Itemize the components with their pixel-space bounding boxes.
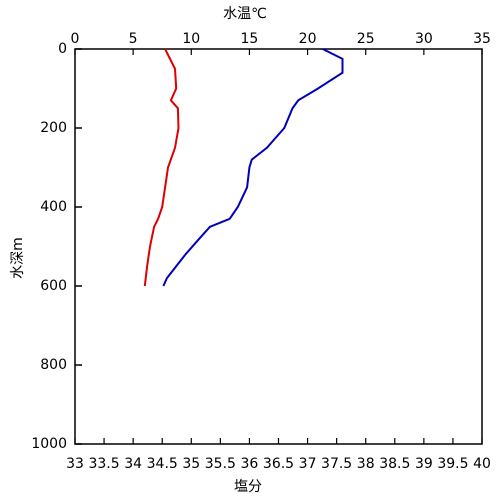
x-tick-label: 38.5 bbox=[379, 456, 410, 472]
x-tick-label: 33 bbox=[66, 456, 84, 472]
x2-tick-label: 20 bbox=[299, 31, 317, 47]
x2-axis-title: 水温℃ bbox=[223, 6, 267, 22]
x2-tick-label: 10 bbox=[182, 31, 200, 47]
x-tick-label: 33.5 bbox=[88, 456, 119, 472]
x-tick-label: 39 bbox=[415, 456, 433, 472]
profile-line bbox=[162, 48, 344, 287]
x2-tick-label: 25 bbox=[357, 31, 375, 47]
x-tick-label: 34 bbox=[124, 456, 142, 472]
x-tick-label: 35.5 bbox=[205, 456, 236, 472]
y-tick-label: 800 bbox=[40, 357, 67, 373]
x-tick-label: 40 bbox=[473, 456, 491, 472]
y-tick-label: 200 bbox=[40, 120, 67, 136]
x2-tick-label: 0 bbox=[71, 31, 80, 47]
y-tick-label: 400 bbox=[40, 199, 67, 215]
x-tick-label: 34.5 bbox=[147, 456, 178, 472]
x-tick-label: 39.5 bbox=[437, 456, 468, 472]
x-tick-label: 35 bbox=[182, 456, 200, 472]
y-tick-label: 600 bbox=[40, 278, 67, 294]
y-tick-label: 1000 bbox=[31, 436, 67, 452]
x2-tick-label: 35 bbox=[473, 31, 491, 47]
x2-tick-label: 5 bbox=[129, 31, 138, 47]
x2-tick-label: 30 bbox=[415, 31, 433, 47]
profile-line bbox=[143, 48, 180, 287]
x-tick-label: 37.5 bbox=[321, 456, 352, 472]
x-tick-label: 36 bbox=[241, 456, 259, 472]
y-axis-title: 水深m bbox=[10, 237, 26, 279]
x-tick-label: 36.5 bbox=[263, 456, 294, 472]
x-axis-title: 塩分 bbox=[234, 479, 262, 495]
x2-tick-label: 15 bbox=[241, 31, 259, 47]
x-tick-label: 38 bbox=[357, 456, 375, 472]
plot-frame bbox=[74, 48, 483, 445]
x-tick-label: 37 bbox=[299, 456, 317, 472]
y-tick-label: 0 bbox=[58, 41, 67, 57]
